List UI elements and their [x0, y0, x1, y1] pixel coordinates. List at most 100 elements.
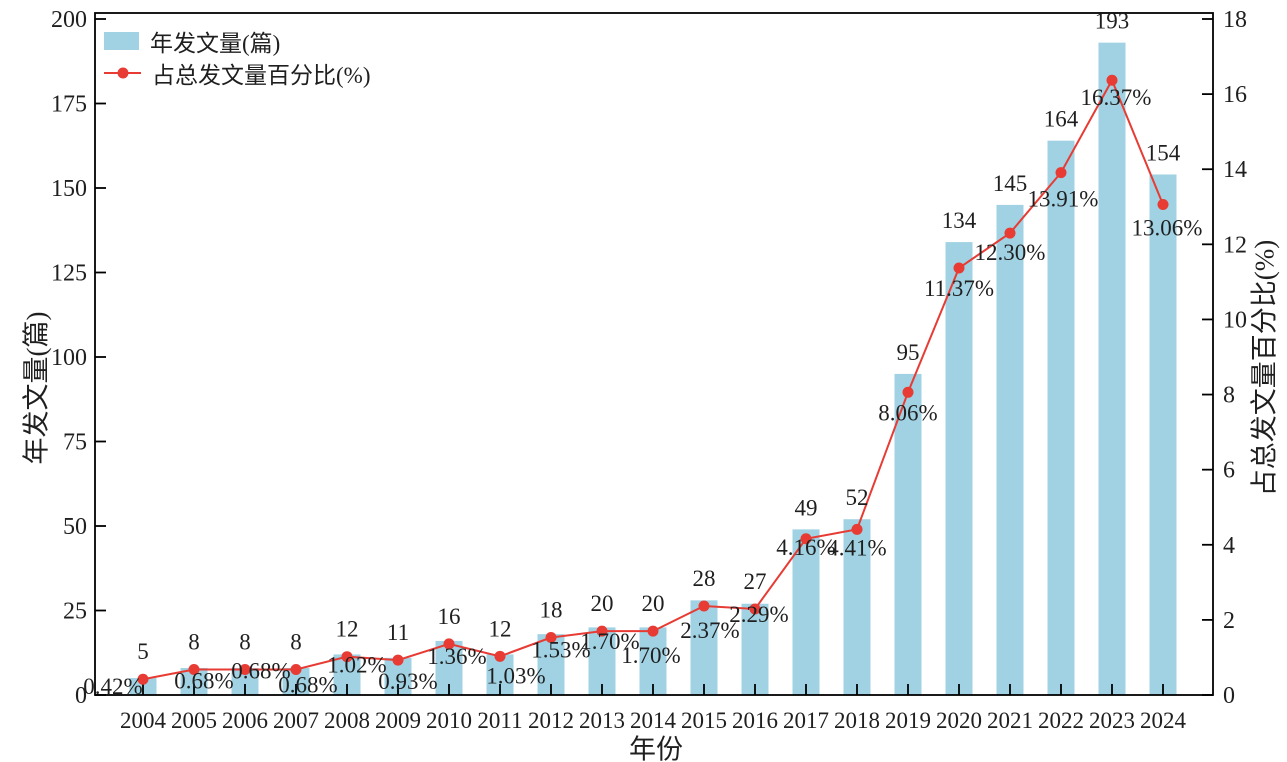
pct-label: 2.29%	[729, 602, 788, 627]
y-axis-title-left: 年发文量(篇)	[21, 311, 52, 465]
bar-value-label: 193	[1095, 9, 1130, 34]
bar-value-label: 164	[1044, 107, 1079, 132]
right-axis-tick-label: 4	[1223, 533, 1235, 559]
right-axis-tick-label: 18	[1223, 7, 1247, 33]
left-axis-tick-label: 150	[51, 176, 87, 202]
left-axis-tick-label: 50	[63, 514, 87, 540]
legend-line-marker-icon	[104, 71, 141, 75]
bar-value-label: 16	[438, 604, 461, 629]
bar-value-label: 28	[693, 566, 716, 591]
y-axis-title-right: 占总发文量百分比(%)	[1249, 239, 1280, 497]
pct-label: 11.37%	[924, 276, 994, 301]
bar	[1149, 174, 1177, 696]
pct-label: 4.41%	[827, 535, 886, 560]
pct-label: 2.37%	[680, 618, 739, 643]
pct-point	[596, 625, 608, 637]
bar	[1047, 140, 1075, 695]
pct-point	[545, 632, 557, 644]
left-axis-tick-label: 25	[63, 599, 87, 625]
x-tick-label: 2010	[426, 708, 472, 733]
bar	[792, 529, 820, 695]
x-tick-label: 2016	[732, 708, 778, 733]
pct-label: 1.03%	[486, 663, 545, 688]
left-axis-tick-label: 75	[63, 430, 87, 456]
x-tick-label: 2013	[579, 708, 625, 733]
bar	[1098, 42, 1126, 696]
pct-point	[647, 625, 659, 637]
x-tick-label: 2005	[171, 708, 217, 733]
bar-value-label: 95	[897, 340, 920, 365]
legend-item-bars: 年发文量(篇)	[104, 25, 370, 57]
x-tick-label: 2023	[1089, 708, 1135, 733]
right-axis-tick-label: 8	[1223, 383, 1235, 409]
pct-point	[953, 262, 965, 274]
left-axis-tick-label: 0	[75, 683, 87, 709]
x-tick-label: 2008	[324, 708, 370, 733]
pct-label: 1.70%	[580, 629, 639, 654]
pct-label: 0.93%	[378, 669, 437, 694]
x-tick-label: 2020	[936, 708, 982, 733]
right-axis-tick-label: 16	[1223, 82, 1247, 108]
pct-label: 16.37%	[1081, 85, 1152, 110]
x-tick-label: 2017	[783, 708, 829, 733]
bar-value-label: 12	[489, 616, 512, 641]
pct-point	[137, 673, 149, 685]
right-axis-tick-label: 14	[1223, 157, 1247, 183]
bar-value-label: 8	[239, 629, 251, 654]
pct-point	[392, 654, 404, 666]
pct-point	[1157, 199, 1169, 211]
x-tick-label: 2014	[630, 708, 677, 733]
left-axis-tick-label: 100	[51, 345, 87, 371]
x-tick-label: 2015	[681, 708, 727, 733]
legend-bar-swatch-icon	[104, 32, 139, 50]
pct-label: 13.06%	[1132, 216, 1203, 241]
legend-item-label: 年发文量(篇)	[150, 31, 281, 56]
bar-value-label: 27	[744, 569, 767, 594]
bar-value-label: 8	[290, 629, 302, 654]
bar-value-label: 8	[188, 629, 200, 654]
bar	[894, 373, 922, 695]
legend-item-label: 占总发文量百分比(%)	[152, 63, 371, 88]
pct-label: 12.30%	[975, 240, 1046, 265]
legend-item-line: 占总发文量百分比(%)	[104, 57, 370, 89]
pct-point	[698, 600, 710, 612]
bar	[588, 627, 616, 695]
pct-label: 1.36%	[427, 644, 486, 669]
x-tick-label: 2007	[273, 708, 319, 733]
bar-value-label: 52	[846, 485, 869, 510]
x-tick-label: 2009	[375, 708, 421, 733]
right-axis-tick-label: 12	[1223, 232, 1247, 258]
bar	[843, 519, 871, 695]
pct-point	[188, 663, 200, 675]
pct-point	[851, 523, 863, 535]
x-tick-label: 2006	[222, 708, 268, 733]
pct-point	[902, 386, 914, 398]
x-tick-label: 2018	[834, 708, 880, 733]
bar-value-label: 134	[942, 208, 977, 233]
pct-label: 0.68%	[174, 668, 233, 693]
bar-value-label: 18	[540, 598, 563, 623]
pct-point	[800, 533, 812, 545]
bar-value-label: 11	[387, 620, 409, 645]
bar-value-label: 20	[642, 591, 665, 616]
pct-label: 13.91%	[1028, 187, 1099, 212]
bar	[741, 603, 769, 695]
pct-point	[1004, 227, 1016, 239]
pct-label: 4.16%	[776, 535, 835, 560]
pct-label: 0.68%	[231, 658, 290, 683]
pct-label: 0.42%	[83, 674, 142, 699]
left-axis-tick-label: 175	[51, 92, 87, 118]
x-tick-label: 2022	[1038, 708, 1084, 733]
legend: 年发文量(篇) 占总发文量百分比(%)	[104, 25, 370, 89]
right-axis-tick-label: 10	[1223, 307, 1247, 333]
pct-label: 1.53%	[531, 638, 590, 663]
x-tick-label: 2021	[987, 708, 1033, 733]
left-axis-tick-label: 125	[51, 261, 87, 287]
bar-value-label: 20	[591, 591, 614, 616]
right-axis-tick-label: 0	[1223, 683, 1235, 709]
x-tick-label: 2004	[120, 708, 167, 733]
x-tick-label: 2024	[1140, 708, 1187, 733]
x-tick-label: 2012	[528, 708, 574, 733]
